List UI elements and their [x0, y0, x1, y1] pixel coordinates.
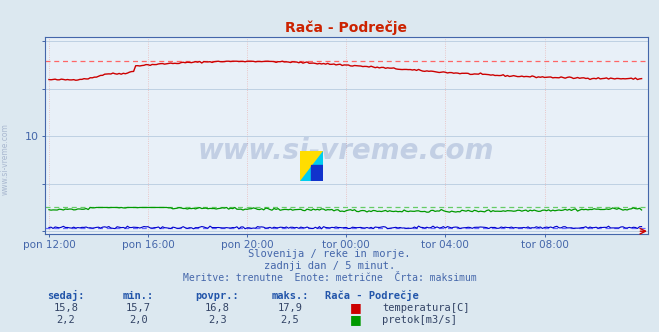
Polygon shape [300, 151, 323, 181]
Text: 2,0: 2,0 [129, 315, 148, 325]
Text: 2,2: 2,2 [57, 315, 75, 325]
Text: www.si-vreme.com: www.si-vreme.com [1, 124, 10, 195]
Polygon shape [312, 164, 323, 181]
Text: 2,3: 2,3 [208, 315, 227, 325]
Text: Meritve: trenutne  Enote: metrične  Črta: maksimum: Meritve: trenutne Enote: metrične Črta: … [183, 273, 476, 283]
Text: Rača - Podrečje: Rača - Podrečje [326, 290, 419, 301]
Polygon shape [300, 151, 323, 181]
Text: 15,8: 15,8 [53, 303, 78, 313]
Text: temperatura[C]: temperatura[C] [382, 303, 470, 313]
Text: 15,7: 15,7 [126, 303, 151, 313]
Text: 17,9: 17,9 [277, 303, 302, 313]
Title: Rača - Podrečje: Rača - Podrečje [285, 21, 407, 35]
Text: 2,5: 2,5 [281, 315, 299, 325]
Text: pretok[m3/s]: pretok[m3/s] [382, 315, 457, 325]
Text: 16,8: 16,8 [205, 303, 230, 313]
Text: maks.:: maks.: [272, 291, 308, 301]
Text: www.si-vreme.com: www.si-vreme.com [198, 137, 494, 165]
Text: ■: ■ [350, 313, 362, 326]
Text: zadnji dan / 5 minut.: zadnji dan / 5 minut. [264, 261, 395, 271]
Text: sedaj:: sedaj: [47, 290, 84, 301]
Text: ■: ■ [350, 301, 362, 314]
Text: povpr.:: povpr.: [196, 291, 239, 301]
Text: Slovenija / reke in morje.: Slovenija / reke in morje. [248, 249, 411, 259]
Text: min.:: min.: [123, 291, 154, 301]
